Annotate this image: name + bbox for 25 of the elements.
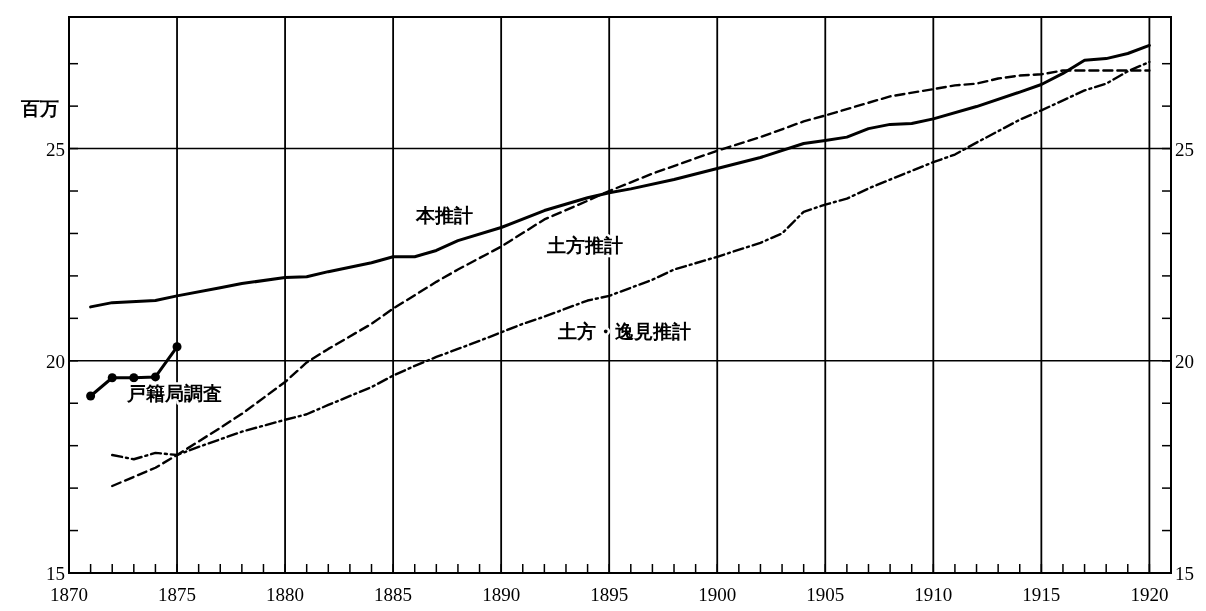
y-tick-label: 15	[46, 563, 65, 584]
x-tick-label: 1885	[374, 584, 413, 605]
x-tick-label: 1875	[158, 584, 197, 605]
y2-tick-label: 15	[1175, 563, 1194, 584]
x-tick-label: 1920	[1130, 584, 1169, 605]
point	[86, 391, 96, 401]
y-tick-label: 25	[46, 138, 65, 160]
point	[150, 372, 160, 382]
y-tick-label: 20	[46, 350, 65, 372]
y2-tick-label: 25	[1175, 138, 1194, 160]
x-tick-label: 1895	[590, 584, 629, 605]
x-tick-label: 1890	[482, 584, 521, 605]
series-label: 土方・逸見推計	[556, 321, 691, 343]
x-tick-label: 1900	[698, 584, 737, 605]
x-tick-label: 1910	[914, 584, 953, 605]
point	[129, 373, 139, 383]
point	[172, 342, 182, 352]
point	[107, 373, 117, 383]
x-tick-label: 1905	[806, 584, 845, 605]
y-axis-title: 百万	[20, 98, 59, 119]
x-tick-label: 1870	[50, 584, 88, 605]
x-tick-label: 1915	[1022, 584, 1061, 605]
x-tick-label: 1880	[266, 584, 305, 605]
y2-tick-label: 20	[1175, 350, 1194, 372]
series-label: 本推計	[415, 204, 474, 226]
